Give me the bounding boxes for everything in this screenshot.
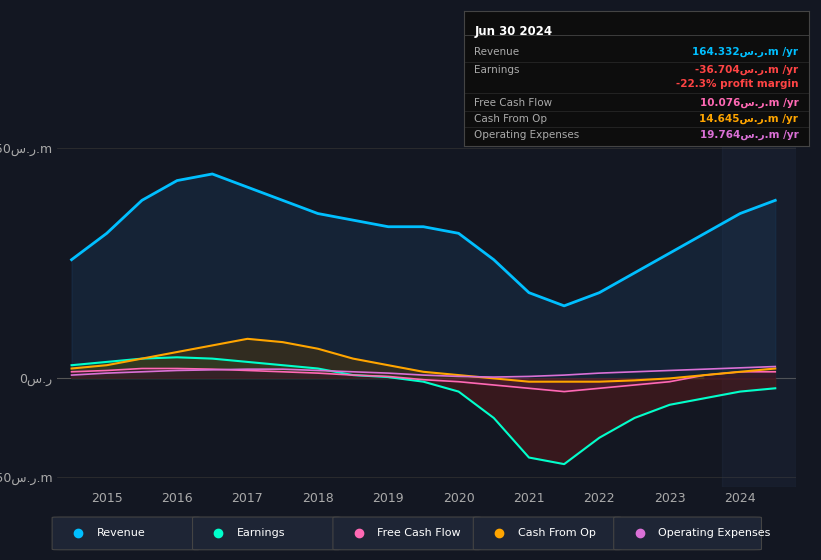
Text: 10.076س.ر.m /yr: 10.076س.ر.m /yr — [699, 97, 798, 108]
Text: 14.645س.ر.m /yr: 14.645س.ر.m /yr — [699, 114, 798, 124]
Text: Revenue: Revenue — [97, 529, 145, 538]
Text: 19.764س.ر.m /yr: 19.764س.ر.m /yr — [699, 130, 798, 140]
FancyBboxPatch shape — [474, 517, 621, 550]
Text: Cash From Op: Cash From Op — [518, 529, 595, 538]
Text: Revenue: Revenue — [475, 46, 520, 57]
FancyBboxPatch shape — [53, 517, 200, 550]
Text: -36.704س.ر.m /yr: -36.704س.ر.m /yr — [695, 65, 798, 76]
Text: Operating Expenses: Operating Expenses — [475, 130, 580, 140]
Text: 164.332س.ر.m /yr: 164.332س.ر.m /yr — [692, 46, 798, 57]
Text: Cash From Op: Cash From Op — [475, 114, 548, 124]
Text: Jun 30 2024: Jun 30 2024 — [475, 25, 553, 38]
Text: Operating Expenses: Operating Expenses — [658, 529, 770, 538]
FancyBboxPatch shape — [613, 517, 762, 550]
Bar — [722, 134, 796, 487]
FancyBboxPatch shape — [333, 517, 481, 550]
Text: Free Cash Flow: Free Cash Flow — [378, 529, 461, 538]
Text: Free Cash Flow: Free Cash Flow — [475, 97, 553, 108]
Text: Earnings: Earnings — [237, 529, 286, 538]
FancyBboxPatch shape — [192, 517, 340, 550]
Text: -22.3% profit margin: -22.3% profit margin — [676, 79, 798, 89]
Text: Earnings: Earnings — [475, 66, 520, 76]
